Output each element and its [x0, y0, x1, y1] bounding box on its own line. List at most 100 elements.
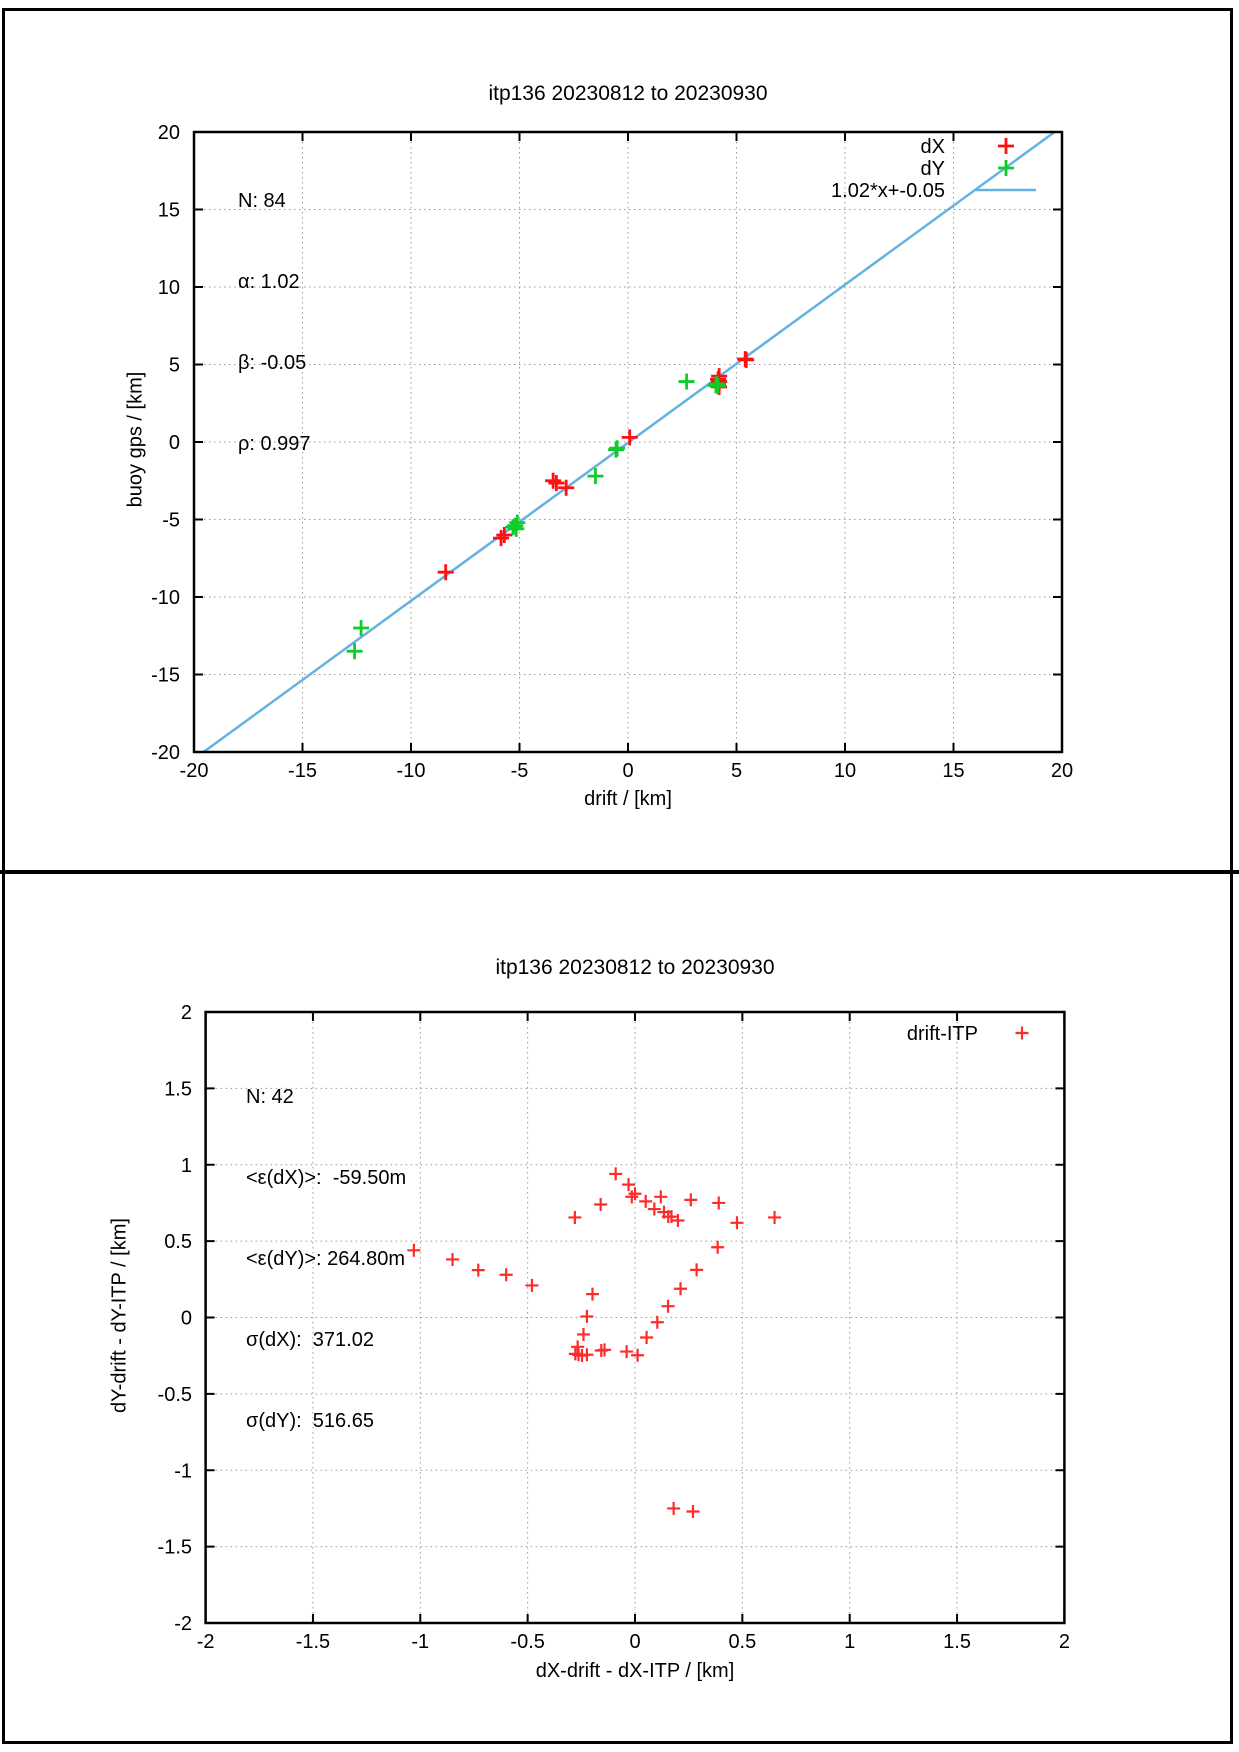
data-point-marker: [640, 1331, 654, 1345]
top-chart-title: itp136 20230812 to 20230930: [488, 82, 768, 105]
legend-label: drift-ITP: [907, 1023, 978, 1045]
data-point-marker: [621, 429, 638, 446]
data-point-marker: [628, 1187, 642, 1201]
data-point-marker: [587, 468, 604, 485]
data-point-marker: [548, 475, 565, 492]
x-tick-label: 15: [942, 760, 964, 782]
y-tick-label: -15: [151, 665, 180, 687]
data-point-marker: [580, 1348, 594, 1362]
stat-line-rho: ρ: 0.997: [238, 433, 311, 455]
x-tick-label: 1: [844, 1631, 855, 1653]
y-tick-label: 20: [158, 122, 180, 144]
stat-line-sigma-dy: σ(dY): 516.65: [246, 1410, 374, 1432]
x-tick-label: -0.5: [510, 1631, 544, 1653]
x-tick-label: -5: [511, 760, 529, 782]
bottom-chart-ylabel: dY-drift - dY-ITP / [km]: [108, 1218, 131, 1413]
data-point-marker: [353, 620, 370, 636]
data-point-marker: [730, 1216, 744, 1230]
x-tick-label: 20: [1051, 760, 1073, 782]
y-tick-label: 1.5: [164, 1078, 192, 1100]
data-point-marker: [504, 519, 521, 536]
data-point-marker: [650, 1315, 664, 1329]
data-point-marker: [568, 1210, 582, 1224]
stat-line-sigma-dx: σ(dX): 371.02: [246, 1329, 374, 1351]
data-point-marker: [768, 1210, 782, 1224]
data-point-marker: [671, 1214, 685, 1227]
x-tick-label: 0.5: [728, 1631, 756, 1653]
data-point-marker: [620, 1345, 634, 1359]
data-point-marker: [674, 1282, 688, 1296]
legend-label: 1.02*x+-0.05: [831, 180, 945, 202]
x-tick-label: -1.5: [296, 1631, 330, 1653]
y-tick-label: 2: [181, 1002, 192, 1024]
plot-border: [192, 130, 1064, 754]
y-tick-label: -20: [151, 742, 180, 764]
bottom-chart-title: itp136 20230812 to 20230930: [495, 956, 775, 979]
data-point-marker: [558, 479, 575, 496]
data-point-marker: [707, 377, 724, 394]
y-tick-label: -1: [174, 1460, 192, 1482]
legend-label: dY: [921, 158, 945, 180]
top-chart-xlabel: drift / [km]: [584, 788, 672, 810]
data-point-marker: [686, 1504, 700, 1518]
data-point-marker: [594, 1197, 608, 1211]
x-tick-label: -10: [397, 760, 426, 782]
data-point-marker: [493, 530, 510, 547]
data-point-marker: [684, 1193, 698, 1207]
data-point-marker: [639, 1194, 653, 1208]
data-point-marker: [631, 1348, 645, 1362]
y-tick-label: -10: [151, 587, 180, 609]
data-point-marker: [580, 1309, 594, 1323]
bottom-chart-stats: N: 42 <ε(dX)>: -59.50m <ε(dY)>: 264.80m …: [246, 1030, 406, 1462]
data-point-marker: [471, 1263, 485, 1277]
stat-line-beta: β: -0.05: [238, 352, 307, 374]
legend-point-marker: [998, 138, 1014, 154]
x-tick-label: 0: [622, 760, 633, 782]
data-point-marker: [622, 1178, 636, 1192]
bottom-chart-xlabel: dX-drift - dX-ITP / [km]: [535, 1660, 735, 1682]
y-tick-label: 15: [158, 200, 180, 222]
y-tick-label: -1.5: [158, 1537, 192, 1559]
top-chart-stats: N: 84 α: 1.02 β: -0.05 ρ: 0.997: [238, 134, 311, 485]
data-point-marker: [647, 1202, 661, 1216]
data-point-marker: [654, 1190, 668, 1204]
data-point-marker: [661, 1299, 675, 1313]
legend-point-marker: [1015, 1026, 1029, 1040]
data-point-marker: [499, 1268, 513, 1282]
data-point-marker: [690, 1263, 704, 1277]
stat-line-n: N: 84: [238, 190, 286, 212]
data-point-marker: [446, 1252, 460, 1266]
top-chart-ylabel: buoy gps / [km]: [124, 371, 147, 508]
data-point-marker: [625, 1190, 639, 1204]
data-point-marker: [667, 1501, 681, 1515]
x-tick-label: 10: [834, 760, 856, 782]
legend-point-marker: [998, 160, 1014, 176]
stat-line-eps-dy: <ε(dY)>: 264.80m: [246, 1248, 406, 1270]
x-tick-label: 2: [1059, 1631, 1070, 1653]
y-tick-label: 10: [158, 277, 180, 299]
data-point-marker: [346, 643, 363, 660]
x-tick-label: -15: [288, 760, 317, 782]
y-tick-label: 0: [181, 1308, 192, 1330]
y-tick-label: -0.5: [158, 1384, 192, 1406]
data-point-marker: [609, 1167, 623, 1181]
data-point-marker: [407, 1243, 421, 1257]
data-point-marker: [576, 1327, 590, 1341]
data-point-marker: [598, 1343, 612, 1357]
data-point-marker: [585, 1287, 599, 1301]
legend-label: dX: [921, 136, 945, 158]
stat-line-alpha: α: 1.02: [238, 271, 300, 293]
x-tick-label: -1: [411, 1631, 429, 1653]
x-tick-label: -2: [197, 1631, 215, 1653]
data-point-marker: [711, 1240, 725, 1254]
data-point-marker: [712, 1196, 726, 1210]
x-tick-label: 0: [629, 1631, 640, 1653]
y-tick-label: 5: [169, 355, 180, 377]
data-point-marker: [738, 351, 755, 368]
section-divider: [0, 870, 1239, 874]
y-tick-label: 1: [181, 1155, 192, 1177]
y-tick-label: -2: [174, 1613, 192, 1635]
y-tick-label: -5: [162, 510, 180, 532]
data-point-marker: [608, 441, 625, 458]
